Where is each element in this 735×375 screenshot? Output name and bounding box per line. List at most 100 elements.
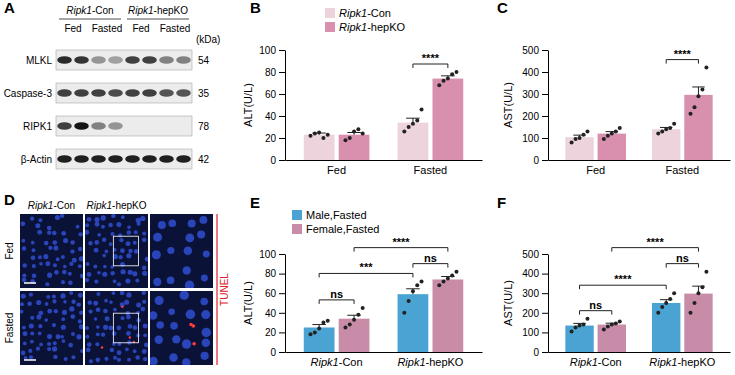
nucleus: [135, 278, 139, 282]
data-point: [352, 318, 356, 322]
nucleus: [47, 342, 51, 346]
y-tick-mark: [542, 94, 548, 95]
nucleus: [95, 358, 100, 363]
nucleus: [156, 321, 164, 329]
nucleus: [63, 238, 68, 243]
y-tick: 40: [265, 308, 285, 319]
tunel-signal: [192, 342, 196, 346]
legend-swatch: [292, 210, 302, 220]
y-tick-mark: [279, 138, 285, 139]
nucleus: [47, 309, 52, 314]
nucleus: [136, 302, 141, 307]
text-part: -Con: [53, 200, 75, 211]
data-point: [415, 283, 419, 287]
text-part: -Con: [339, 356, 363, 368]
x-tick-label: Ripk1-hepKO: [397, 356, 463, 368]
nucleus: [101, 225, 105, 229]
kda-label: 35: [198, 88, 210, 99]
nucleus: [126, 331, 131, 336]
data-point: [450, 72, 454, 76]
panel-label: B: [250, 0, 261, 16]
italic-part: Ripk1: [649, 356, 677, 368]
blot-band: [108, 122, 123, 130]
significance-bracket: [580, 285, 667, 289]
nucleus: [45, 302, 49, 306]
nucleus: [62, 310, 67, 315]
nucleus: [94, 248, 99, 253]
nucleus: [133, 325, 138, 330]
y-tick-mark: [279, 313, 285, 314]
y-tick-mark: [542, 313, 548, 314]
nucleus: [168, 308, 175, 315]
data-point: [313, 330, 317, 334]
nucleus: [121, 215, 125, 219]
nucleus: [80, 274, 83, 278]
y-tick-mark: [542, 72, 548, 73]
x-tick: Fed: [327, 164, 346, 176]
blot-band: [125, 155, 140, 163]
x-tick: Fasted: [414, 164, 448, 176]
bar-chart: 0100200300400500Ripk1-ConRipk1-hepKOAST(…: [502, 236, 731, 368]
nucleus: [145, 257, 148, 262]
nucleus: [142, 232, 146, 236]
nucleus: [52, 346, 57, 351]
blot-band: [142, 155, 157, 163]
nucleus: [71, 332, 75, 336]
nucleus: [32, 248, 36, 252]
y-tick: 100: [259, 249, 285, 260]
kda-label: 42: [198, 154, 210, 165]
panel-label: D: [4, 191, 15, 208]
nucleus: [47, 273, 52, 278]
group-label: Ripk1-Con: [66, 5, 113, 16]
nucleus: [120, 269, 125, 274]
nucleus: [79, 256, 83, 261]
nucleus: [47, 230, 51, 234]
nucleus: [63, 300, 67, 304]
data-point: [668, 126, 672, 130]
nucleus: [69, 291, 73, 295]
nucleus: [87, 272, 92, 277]
blot-band: [108, 56, 123, 64]
nucleus: [183, 266, 191, 274]
italic-part: Ripk1: [86, 200, 112, 211]
nucleus: [111, 291, 115, 295]
nucleus: [119, 238, 123, 242]
nucleus: [142, 291, 146, 295]
nucleus: [78, 293, 83, 298]
nucleus: [60, 293, 65, 298]
y-tick-label: 0: [533, 347, 539, 358]
data-point: [696, 291, 700, 295]
data-point: [672, 291, 676, 295]
micrograph-background: [150, 214, 213, 288]
nucleus: [30, 316, 34, 320]
y-axis: 020406080100: [259, 249, 285, 358]
y-tick: 100: [259, 45, 285, 56]
nucleus: [103, 265, 107, 269]
y-tick-mark: [279, 274, 285, 275]
kda-label: 78: [198, 121, 210, 132]
y-tick-label: 40: [265, 111, 277, 122]
nucleus: [167, 247, 174, 254]
y-tick: 20: [265, 133, 285, 144]
data-point: [696, 94, 700, 98]
blot-band: [108, 155, 123, 163]
y-tick-mark: [542, 332, 548, 333]
y-tick: 40: [265, 111, 285, 122]
legend-swatch: [325, 8, 335, 18]
y-tick: 300: [522, 288, 548, 299]
nucleus: [110, 348, 115, 353]
nucleus: [23, 331, 28, 336]
nucleus: [61, 231, 66, 236]
blot-band: [74, 56, 89, 64]
data-point: [343, 326, 347, 330]
nucleus: [202, 338, 210, 346]
nucleus: [140, 216, 145, 221]
y-tick-mark: [279, 94, 285, 95]
nucleus: [45, 282, 49, 286]
condition-label: Fed: [132, 23, 149, 34]
nucleus: [89, 310, 93, 314]
nucleus: [94, 317, 98, 321]
y-tick-label: 100: [522, 133, 539, 144]
nucleus: [35, 223, 40, 228]
panel-label: F: [497, 194, 506, 211]
